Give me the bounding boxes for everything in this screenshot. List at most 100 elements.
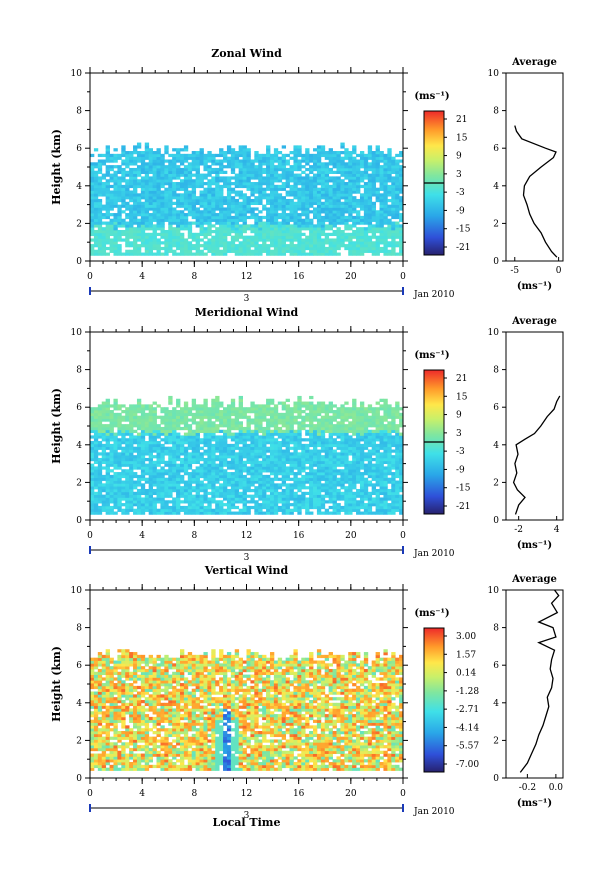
heatmap-cell xyxy=(344,215,349,220)
heatmap-cell xyxy=(234,232,240,237)
heatmap-cell xyxy=(379,249,384,253)
heatmap-cell xyxy=(211,477,216,481)
heatmap-cell xyxy=(183,497,189,501)
heatmap-cell xyxy=(156,446,161,450)
heatmap-cell xyxy=(109,218,114,222)
heatmap-cell xyxy=(320,193,326,197)
heatmap-cell xyxy=(336,488,341,493)
heatmap-cell xyxy=(258,508,263,512)
heatmap-cell xyxy=(168,463,173,467)
heatmap-cell xyxy=(269,457,275,462)
heatmap-cell xyxy=(344,148,349,152)
heatmap-cell xyxy=(148,162,153,166)
heatmap-cell xyxy=(246,410,251,414)
heatmap-cell xyxy=(348,252,353,256)
heatmap-cell xyxy=(215,184,220,189)
heatmap-cell xyxy=(328,151,333,155)
heatmap-cell xyxy=(199,224,204,228)
heatmap-cell xyxy=(332,460,337,464)
heatmap-cell xyxy=(93,224,99,228)
heatmap-cell xyxy=(399,246,404,251)
heatmap-cell xyxy=(226,176,232,180)
heatmap-cell xyxy=(203,246,208,251)
heatmap-cell xyxy=(129,477,134,481)
heatmap-cell xyxy=(340,210,345,214)
heatmap-cell xyxy=(356,252,361,256)
heatmap-cell xyxy=(297,486,302,490)
heatmap-cell xyxy=(293,463,298,467)
heatmap-cell xyxy=(90,421,95,425)
heatmap-cell xyxy=(242,241,247,245)
heatmap-cell xyxy=(207,179,212,183)
heatmap-cell xyxy=(144,227,150,231)
heatmap-cell xyxy=(359,221,365,225)
heatmap-cell xyxy=(281,210,287,214)
heatmap-cell xyxy=(203,491,208,496)
heatmap-cell xyxy=(258,474,263,479)
heatmap-cell xyxy=(144,218,150,222)
heatmap-cell xyxy=(359,229,365,234)
heatmap-cell xyxy=(246,179,251,183)
heatmap-cell xyxy=(234,412,240,417)
heatmap-cell xyxy=(219,227,224,231)
heatmap-cell xyxy=(273,438,279,442)
heatmap-cell xyxy=(316,457,322,462)
heatmap-cell xyxy=(187,497,193,501)
heatmap-cell xyxy=(277,469,283,473)
heatmap-cell xyxy=(219,483,224,487)
heatmap-cell xyxy=(179,488,185,493)
heatmap-cell xyxy=(387,227,392,231)
heatmap-cell xyxy=(277,401,283,405)
heatmap-cell xyxy=(269,466,275,470)
heatmap-cell xyxy=(148,505,153,510)
heatmap-cell xyxy=(258,184,263,189)
heatmap-cell xyxy=(281,441,287,445)
heatmap-cell xyxy=(289,421,294,425)
heatmap-cell xyxy=(176,244,181,248)
heatmap-cell xyxy=(281,488,287,493)
heatmap-cell xyxy=(238,204,243,208)
heatmap-cell xyxy=(309,252,314,256)
heatmap-cell xyxy=(234,235,240,239)
heatmap-cell xyxy=(207,187,212,191)
heatmap-cell xyxy=(399,235,404,239)
heatmap-cell xyxy=(179,182,185,186)
heatmap-cell xyxy=(285,469,290,473)
heatmap-cell xyxy=(273,500,279,504)
heatmap-cell xyxy=(332,213,337,217)
heatmap-cell xyxy=(97,497,103,501)
heatmap-cell xyxy=(215,418,220,422)
heatmap-cell xyxy=(332,472,337,476)
heatmap-cell xyxy=(269,424,275,428)
heatmap-cell xyxy=(203,165,208,169)
heatmap-cell xyxy=(320,165,326,169)
heatmap-cell xyxy=(297,173,302,177)
heatmap-cell xyxy=(133,424,138,428)
heatmap-cell xyxy=(187,241,193,245)
heatmap-cell xyxy=(324,474,330,479)
heatmap-cell xyxy=(266,235,271,239)
heatmap-cell xyxy=(246,196,251,200)
heatmap-cell xyxy=(234,153,240,158)
heatmap-cell xyxy=(97,404,103,408)
heatmap-cell xyxy=(152,426,157,431)
heatmap-cell xyxy=(129,159,134,163)
heatmap-cell xyxy=(140,429,146,433)
heatmap-cell xyxy=(250,449,255,453)
heatmap-cell xyxy=(195,449,200,453)
heatmap-cell xyxy=(121,170,126,174)
heatmap-cell xyxy=(320,424,326,428)
heatmap-cell xyxy=(129,415,134,419)
heatmap-cell xyxy=(246,246,251,251)
heatmap-cell xyxy=(332,508,337,512)
heatmap-cell xyxy=(183,252,189,256)
heatmap-cell xyxy=(246,418,251,422)
heatmap-cell xyxy=(160,215,165,220)
heatmap-cell xyxy=(262,483,267,487)
heatmap-cell xyxy=(348,162,353,166)
heatmap-cell xyxy=(211,229,216,234)
heatmap-cell xyxy=(297,229,302,234)
heatmap-cell xyxy=(316,477,322,481)
heatmap-cell xyxy=(230,165,236,169)
heatmap-cell xyxy=(176,421,181,425)
